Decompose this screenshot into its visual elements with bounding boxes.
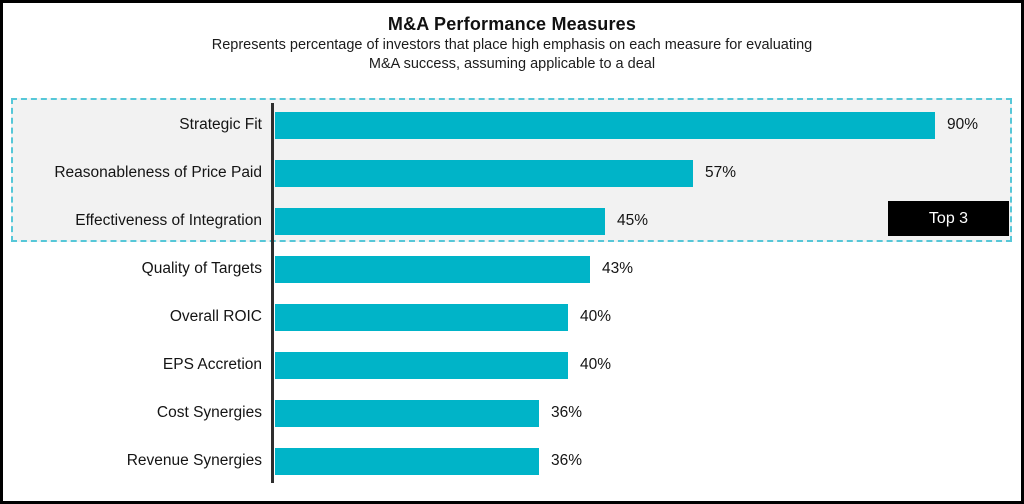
category-label: Revenue Synergies bbox=[126, 452, 262, 469]
bar bbox=[275, 207, 605, 235]
chart-row: Cost Synergies 36% bbox=[3, 389, 1021, 437]
chart-row: Strategic Fit 90% bbox=[3, 101, 1021, 149]
bar bbox=[275, 111, 935, 139]
page-title: M&A Performance Measures bbox=[387, 14, 637, 34]
value-label: 36% bbox=[551, 452, 583, 469]
chart-row: Quality of Targets 43% bbox=[3, 245, 1021, 293]
chart-subtitle-line-2: M&A success, assuming applicable to a de… bbox=[368, 56, 656, 72]
value-label: 40% bbox=[580, 356, 612, 373]
bar bbox=[275, 447, 539, 475]
category-label: Quality of Targets bbox=[141, 260, 262, 277]
value-label: 40% bbox=[580, 308, 612, 325]
value-label: 45% bbox=[617, 212, 649, 229]
bar bbox=[275, 399, 539, 427]
value-label: 57% bbox=[705, 164, 737, 181]
chart-row: Overall ROIC 40% bbox=[3, 293, 1021, 341]
category-label: Reasonableness of Price Paid bbox=[54, 164, 262, 181]
bar bbox=[275, 255, 590, 283]
category-label: Cost Synergies bbox=[156, 404, 262, 421]
chart-row: EPS Accretion 40% bbox=[3, 341, 1021, 389]
chart-header: M&A Performance Measures Represents perc… bbox=[3, 12, 1021, 74]
chart-row: Revenue Synergies 36% bbox=[3, 437, 1021, 485]
category-label: Strategic Fit bbox=[179, 116, 262, 133]
category-label: EPS Accretion bbox=[162, 356, 262, 373]
y-axis-line bbox=[271, 103, 274, 483]
value-label: 90% bbox=[947, 116, 979, 133]
bar bbox=[275, 159, 693, 187]
bar-rows: Strategic Fit 90% Reasonableness of Price … bbox=[3, 101, 1021, 485]
value-label: 36% bbox=[551, 404, 583, 421]
top3-badge: Top 3 bbox=[888, 201, 1009, 236]
chart-row: Effectiveness of Integration 45% bbox=[3, 197, 1021, 245]
chart-subtitle-line-1: Represents percentage of investors that … bbox=[211, 37, 813, 53]
bar bbox=[275, 351, 568, 379]
bar bbox=[275, 303, 568, 331]
value-label: 43% bbox=[602, 260, 634, 277]
category-label: Overall ROIC bbox=[169, 308, 262, 325]
chart-row: Reasonableness of Price Paid 57% bbox=[3, 149, 1021, 197]
category-label: Effectiveness of Integration bbox=[75, 212, 262, 229]
